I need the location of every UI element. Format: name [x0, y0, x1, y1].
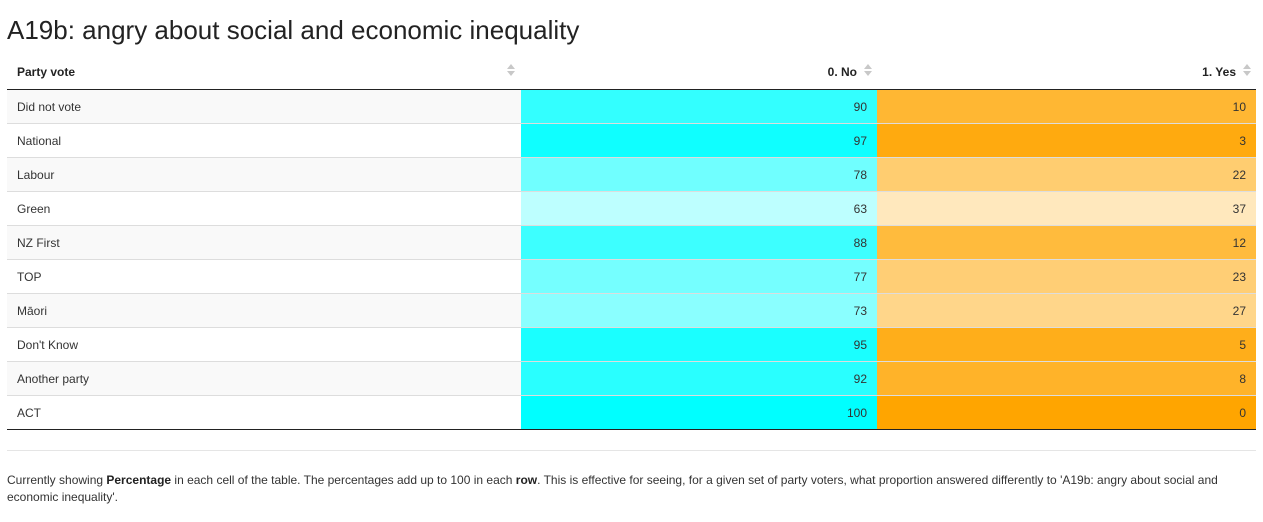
- crosstab-table: Party vote 0. No 1. Yes Did not vote 90 10…: [7, 54, 1256, 430]
- sort-icon[interactable]: [864, 64, 872, 78]
- party-cell: National: [7, 123, 521, 158]
- column-header-yes[interactable]: 1. Yes: [877, 54, 1256, 90]
- party-cell: Māori: [7, 293, 521, 328]
- party-cell: Don't Know: [7, 327, 521, 362]
- yes-value-cell: 5: [877, 327, 1256, 362]
- no-value-cell: 92: [521, 361, 877, 396]
- no-value-cell: 100: [521, 395, 877, 430]
- no-value-cell: 97: [521, 123, 877, 158]
- party-cell: Another party: [7, 361, 521, 396]
- party-cell: ACT: [7, 395, 521, 430]
- footnote-measure: Percentage: [106, 473, 172, 487]
- yes-value-cell: 0: [877, 395, 1256, 430]
- no-value-cell: 90: [521, 89, 877, 124]
- footnote-text: . This is effective for seeing, for a gi…: [7, 473, 1218, 504]
- table-row: NZ First 88 12: [7, 225, 1256, 260]
- footnote-text: Currently showing: [7, 473, 107, 487]
- table-row: Another party 92 8: [7, 361, 1256, 396]
- no-value-cell: 77: [521, 259, 877, 294]
- yes-value-cell: 8: [877, 361, 1256, 396]
- party-cell: TOP: [7, 259, 521, 294]
- yes-value-cell: 37: [877, 191, 1256, 226]
- party-cell: NZ First: [7, 225, 521, 260]
- yes-value-cell: 22: [877, 157, 1256, 192]
- table-row: Māori 73 27: [7, 293, 1256, 328]
- column-header-label: 0. No: [827, 64, 857, 79]
- yes-value-cell: 3: [877, 123, 1256, 158]
- no-value-cell: 88: [521, 225, 877, 260]
- column-header-party-vote[interactable]: Party vote: [7, 54, 521, 90]
- column-header-no[interactable]: 0. No: [521, 54, 877, 90]
- table-row: Green 63 37: [7, 191, 1256, 226]
- table-header-row: Party vote 0. No 1. Yes: [7, 54, 1256, 90]
- yes-value-cell: 10: [877, 89, 1256, 124]
- footnote-direction: row: [515, 473, 538, 487]
- page-title: A19b: angry about social and economic in…: [7, 15, 580, 45]
- table-row: TOP 77 23: [7, 259, 1256, 294]
- yes-value-cell: 23: [877, 259, 1256, 294]
- footer-divider: [7, 450, 1256, 451]
- no-value-cell: 63: [521, 191, 877, 226]
- no-value-cell: 78: [521, 157, 877, 192]
- table-row: Don't Know 95 5: [7, 327, 1256, 362]
- table-footnote: Currently showing Percentage in each cel…: [7, 472, 1247, 506]
- party-cell: Labour: [7, 157, 521, 192]
- yes-value-cell: 27: [877, 293, 1256, 328]
- sort-icon[interactable]: [1243, 64, 1251, 78]
- table-row: Did not vote 90 10: [7, 89, 1256, 124]
- column-header-label: 1. Yes: [1202, 64, 1236, 79]
- no-value-cell: 95: [521, 327, 877, 362]
- footnote-text: in each cell of the table. The percentag…: [171, 473, 516, 487]
- no-value-cell: 73: [521, 293, 877, 328]
- table-row: National 97 3: [7, 123, 1256, 158]
- yes-value-cell: 12: [877, 225, 1256, 260]
- column-header-label: Party vote: [17, 64, 76, 79]
- party-cell: Did not vote: [7, 89, 521, 124]
- sort-icon[interactable]: [507, 64, 515, 78]
- table-row: Labour 78 22: [7, 157, 1256, 192]
- party-cell: Green: [7, 191, 521, 226]
- table-body: Did not vote 90 10 National 97 3 Labour 78 22 Gre…: [7, 89, 1256, 430]
- table-row: ACT 100 0: [7, 395, 1256, 430]
